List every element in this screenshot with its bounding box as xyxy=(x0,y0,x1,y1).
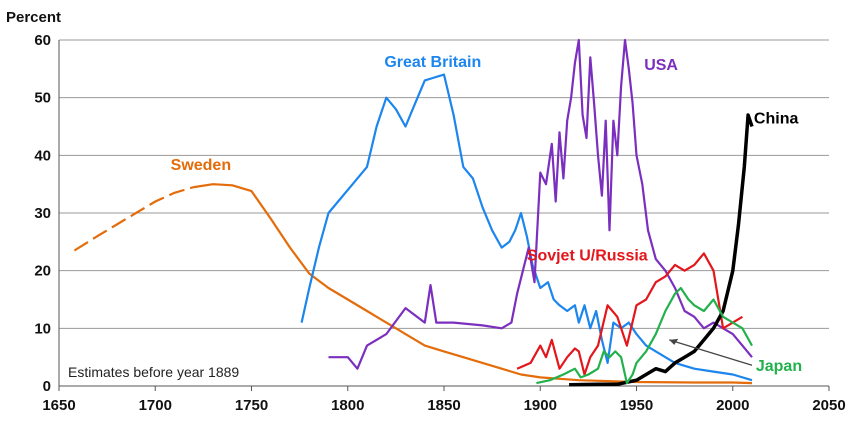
x-tick-label: 1900 xyxy=(524,397,557,414)
y-tick-label: 40 xyxy=(34,147,51,164)
x-tick-label: 1850 xyxy=(427,397,460,414)
japan-line xyxy=(536,286,753,385)
x-tick-label: 1650 xyxy=(42,397,75,414)
arrow-head xyxy=(669,338,679,345)
y-axis-label: Percent xyxy=(6,9,61,26)
sweden-line-estimate xyxy=(73,186,195,252)
china-label: China xyxy=(754,111,799,128)
x-tick-label: 1800 xyxy=(331,397,364,414)
usa-line xyxy=(328,38,753,370)
series-lines xyxy=(73,38,754,387)
sovjet-u-russia-label: Sovjet U/Russia xyxy=(527,247,648,264)
x-tick-label: 2050 xyxy=(812,397,845,414)
arrow-shaft xyxy=(669,339,753,366)
sweden-line xyxy=(193,183,753,385)
china-line xyxy=(569,113,754,387)
y-tick-label: 60 xyxy=(34,32,51,49)
y-tick-label: 0 xyxy=(43,378,51,395)
sovjet-u-russia-line xyxy=(516,252,743,376)
axes: 0 10 20 30 40 50 60 1650 1700 1750 1800 1850 1900 195… xyxy=(34,32,845,414)
usa-label: USA xyxy=(644,57,678,74)
sweden-label: Sweden xyxy=(171,157,231,174)
y-tick-label: 30 xyxy=(34,205,51,222)
x-tick-label: 1750 xyxy=(235,397,268,414)
y-tick-label: 10 xyxy=(34,320,51,337)
y-tick-label: 20 xyxy=(34,263,51,280)
series-labels: Sweden Great Britain USA Sovjet U/Russia Chi… xyxy=(171,54,802,375)
annotation-box xyxy=(64,360,316,382)
japan-arrow xyxy=(669,338,753,366)
y-tick-label: 50 xyxy=(34,90,51,107)
great-britain-label: Great Britain xyxy=(384,54,481,71)
estimates-note: Estimates before year 1889 xyxy=(68,364,239,380)
x-tick-label: 1950 xyxy=(620,397,653,414)
x-tick-label: 2000 xyxy=(716,397,749,414)
x-tick-label: 1700 xyxy=(139,397,172,414)
great-britain-line xyxy=(300,73,753,382)
japan-label: Japan xyxy=(756,358,802,375)
gridlines xyxy=(59,39,829,329)
